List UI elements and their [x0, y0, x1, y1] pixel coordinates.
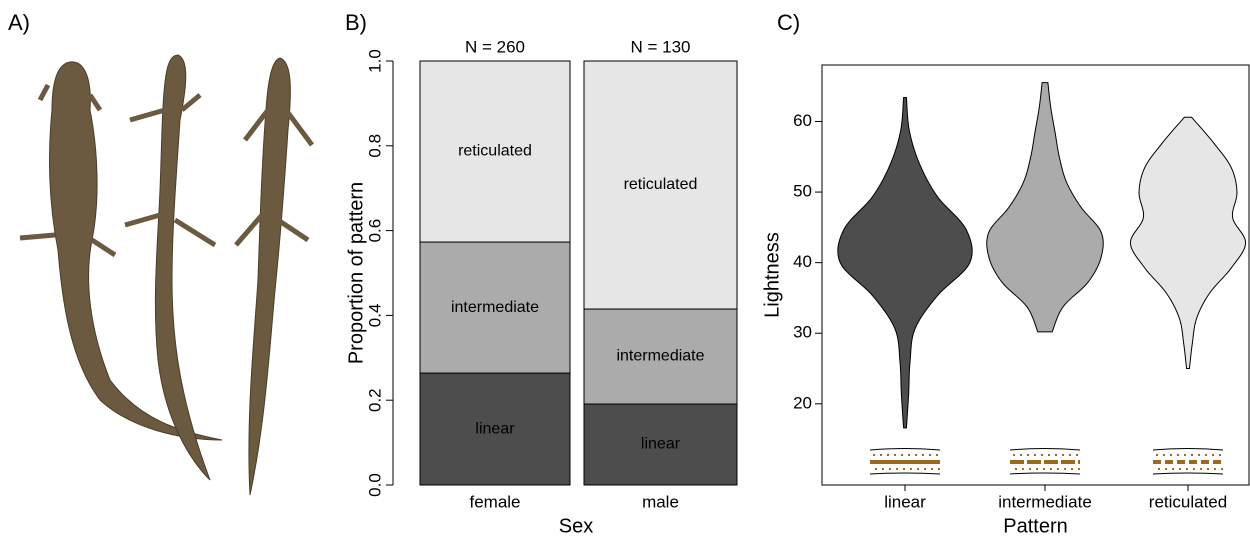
annotation: N = 130 [630, 37, 690, 56]
x-tick-label: female [469, 492, 520, 511]
y-axis-label: Lightness [761, 232, 783, 318]
segment-label: intermediate [451, 299, 539, 316]
icon-edge [1152, 448, 1224, 475]
bar-segment [583, 60, 738, 310]
segment-label: linear [475, 420, 515, 437]
bar-segment [419, 372, 571, 486]
icon-edge [869, 448, 941, 475]
x-axis-label: Sex [559, 515, 593, 537]
segment-label: reticulated [624, 176, 698, 193]
panel-label: C) [777, 10, 800, 35]
bar-segment [583, 403, 738, 486]
lizard-photos [19, 54, 315, 496]
y-tick-label: 0.2 [365, 388, 384, 412]
y-tick-label: 1.0 [365, 49, 384, 73]
x-tick-label: reticulated [1149, 492, 1227, 511]
pattern-icon [1009, 448, 1081, 475]
y-tick-label: 0.4 [365, 304, 384, 328]
y-tick-label: 0.8 [365, 134, 384, 158]
y-tick-label: 30 [793, 323, 812, 342]
x-tick-label: linear [884, 492, 926, 511]
plot-frame [821, 64, 1250, 486]
x-tick-label: male [642, 492, 679, 511]
panel-label: B) [345, 10, 367, 35]
violin [837, 96, 973, 429]
bar-segment [583, 308, 738, 405]
segment-label: reticulated [458, 143, 532, 160]
bar-segment [419, 241, 571, 374]
y-tick-label: 50 [793, 182, 812, 201]
panel-label: A) [8, 10, 30, 35]
y-tick-label: 20 [793, 393, 812, 412]
icon-edge [1009, 448, 1081, 475]
pattern-icon [1152, 448, 1224, 475]
annotation: N = 260 [465, 37, 525, 56]
x-tick-label: intermediate [998, 492, 1092, 511]
y-tick-label: 0.0 [365, 473, 384, 497]
segment-label: linear [641, 436, 681, 453]
segment-label: intermediate [616, 348, 704, 365]
y-axis-label: Proportion of pattern [345, 182, 367, 364]
bar-segment [419, 60, 571, 243]
y-tick-label: 0.6 [365, 219, 384, 243]
pattern-icon [869, 448, 941, 475]
x-axis-label: Pattern [1003, 515, 1067, 537]
violin [1129, 116, 1247, 370]
y-tick-label: 60 [793, 111, 812, 130]
y-tick-label: 40 [793, 252, 812, 271]
violin [986, 82, 1104, 333]
